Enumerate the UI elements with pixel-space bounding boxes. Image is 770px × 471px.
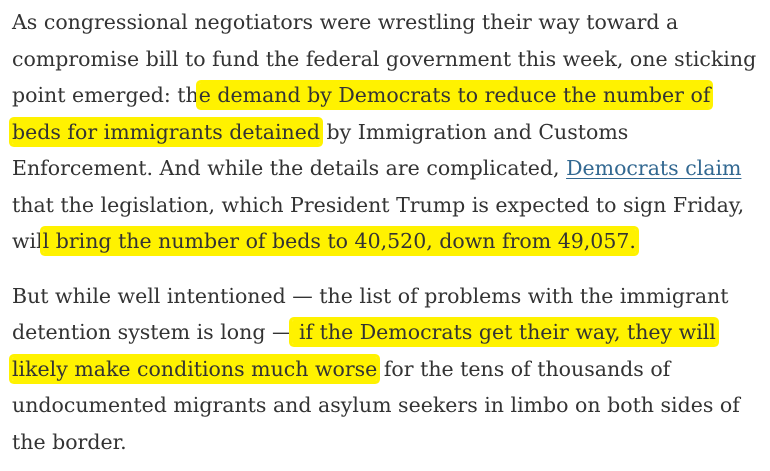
paragraph-spacer	[12, 260, 764, 278]
line-text: compromise bill to fund the federal gove…	[12, 46, 757, 71]
line-text: wil	[12, 229, 43, 253]
line-text: detention system is long —	[12, 320, 293, 344]
paragraph-2: But while well intentioned — the list of…	[12, 278, 764, 461]
line-text: by Immigration and Customs	[320, 119, 629, 144]
text-line: the border.	[12, 424, 764, 461]
highlighted-text: e demand by Democrats to reduce the numb…	[198, 83, 711, 107]
text-line: compromise bill to fund the federal gove…	[12, 41, 764, 78]
text-line: Enforcement. And while the details are c…	[12, 150, 764, 187]
text-line: will bring the number of beds to 40,520,…	[12, 223, 764, 260]
line-text: As congressional negotiators were wrestl…	[12, 10, 679, 34]
line-text: for the tens of thousands of	[377, 356, 671, 381]
line-text: the border.	[12, 429, 127, 454]
text-line: undocumented migrants and asylum seekers…	[12, 387, 764, 424]
line-text: point emerged: th	[12, 83, 199, 107]
text-line: detention system is long — if the Democr…	[12, 314, 764, 351]
line-text: that the legislation, which President Tr…	[12, 192, 745, 217]
text-line: that the legislation, which President Tr…	[12, 187, 764, 224]
paragraph-1: As congressional negotiators were wrestl…	[12, 4, 764, 260]
article-body: As congressional negotiators were wrestl…	[12, 4, 764, 460]
highlighted-text: if the Democrats get their way, they wil…	[292, 320, 716, 344]
text-line: As congressional negotiators were wrestl…	[12, 4, 764, 41]
highlighted-text: beds for immigrants detained	[12, 119, 321, 144]
democrats-claim-link[interactable]: Democrats claim	[566, 156, 742, 180]
line-text: undocumented migrants and asylum seekers…	[12, 393, 740, 417]
text-line: likely make conditions much worse for th…	[12, 351, 764, 388]
text-line: beds for immigrants detained by Immigrat…	[12, 114, 764, 151]
highlighted-text: l bring the number of beds to 40,520, do…	[42, 229, 636, 253]
line-text: But while well intentioned — the list of…	[12, 283, 729, 308]
line-text: Enforcement. And while the details are c…	[12, 156, 567, 180]
text-line: point emerged: the demand by Democrats t…	[12, 77, 764, 114]
text-line: But while well intentioned — the list of…	[12, 278, 764, 315]
highlighted-text: likely make conditions much worse	[12, 356, 378, 381]
